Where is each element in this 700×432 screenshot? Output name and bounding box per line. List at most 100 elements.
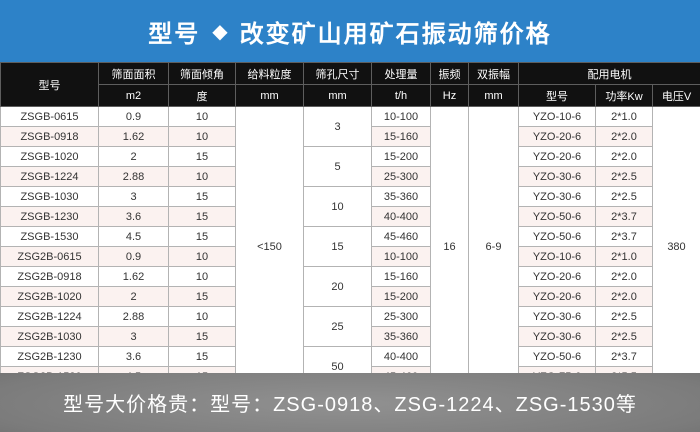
- cell-incline: 10: [168, 266, 236, 287]
- cell-motor-power: 2*2.0: [595, 286, 653, 307]
- cell-motor-model: YZO-50-6: [518, 206, 596, 227]
- cell-motor-power: 2*1.0: [595, 106, 653, 127]
- header-amplitude: 双振幅: [468, 62, 519, 85]
- cell-mesh-size: 15: [303, 226, 372, 267]
- header-area: 筛面面积: [98, 62, 169, 85]
- cell-model: ZSG2B-0615: [0, 246, 99, 267]
- cell-capacity: 15-160: [371, 126, 431, 147]
- unit-feed: mm: [235, 84, 304, 107]
- cell-incline: 15: [168, 146, 236, 167]
- cell-incline: 10: [168, 246, 236, 267]
- header-row-units: m2 度 mm mm t/h Hz mm 型号 功率Kw 电压V: [1, 84, 700, 107]
- cell-capacity: 10-100: [371, 246, 431, 267]
- cell-feed-size: <150: [235, 106, 304, 387]
- page-title: 改变矿山用矿石振动筛价格: [239, 20, 552, 48]
- cell-incline: 15: [168, 226, 236, 247]
- header-feed: 给料粒度: [235, 62, 304, 85]
- header-motor-group: 配用电机: [518, 62, 700, 85]
- title-bar: 型号 ◆ 改变矿山用矿石振动筛价格: [0, 0, 700, 62]
- cell-motor-power: 2*2.5: [595, 166, 653, 187]
- cell-model: ZSGB-0918: [0, 126, 99, 147]
- cell-area: 2: [98, 286, 169, 307]
- cell-motor-model: YZO-30-6: [518, 166, 596, 187]
- cell-model: ZSG2B-1020: [0, 286, 99, 307]
- table-row: ZSG2B-1020 2 15 15-200 YZO-20-6 2*2.0: [0, 286, 700, 307]
- cell-capacity: 40-400: [371, 206, 431, 227]
- cell-model: ZSGB-1030: [0, 186, 99, 207]
- table-row: ZSGB-0615 0.9 10 <150 3 10-100 16 6-9 YZ…: [0, 106, 700, 387]
- unit-incline: 度: [168, 84, 236, 107]
- cell-motor-power: 2*1.0: [595, 246, 653, 267]
- cell-area: 0.9: [98, 106, 169, 127]
- cell-capacity: 15-160: [371, 266, 431, 287]
- table-row: ZSGB-1530 4.5 15 15 45-460 YZO-50-6 2*3.…: [0, 226, 700, 267]
- cell-amplitude: 6-9: [468, 106, 519, 387]
- cell-motor-model: YZO-20-6: [518, 126, 596, 147]
- cell-model: ZSGB-1020: [0, 146, 99, 167]
- cell-incline: 10: [168, 126, 236, 147]
- cell-motor-power: 2*2.5: [595, 326, 653, 347]
- header-capacity: 处理量: [371, 62, 431, 85]
- header-row-groups: 型号 筛面面积 筛面倾角 给料粒度 筛孔尺寸 处理量 振频 双振幅 配用电机: [0, 62, 700, 107]
- cell-motor-model: YZO-20-6: [518, 266, 596, 287]
- cell-capacity: 25-300: [371, 306, 431, 327]
- cell-mesh-size: 3: [303, 106, 372, 147]
- cell-model: ZSG2B-1230: [0, 346, 99, 367]
- cell-motor-model: YZO-30-6: [518, 326, 596, 347]
- table-row: ZSG2B-1230 3.6 15 50 40-400 YZO-50-6 2*3…: [0, 346, 700, 387]
- spec-table-wrap: 型号 筛面面积 筛面倾角 给料粒度 筛孔尺寸 处理量 振频 双振幅 配用电机 m…: [0, 62, 700, 387]
- cell-incline: 10: [168, 106, 236, 127]
- cell-motor-model: YZO-50-6: [518, 346, 596, 367]
- table-row: ZSGB-0918 1.62 10 15-160 YZO-20-6 2*2.0: [0, 126, 700, 147]
- header-frequency: 振频: [430, 62, 469, 85]
- unit-area: m2: [98, 84, 169, 107]
- cell-incline: 10: [168, 306, 236, 327]
- cell-motor-power: 2*3.7: [595, 226, 653, 247]
- header-model: 型号: [0, 62, 99, 107]
- cell-area: 0.9: [98, 246, 169, 267]
- unit-frequency: Hz: [430, 84, 469, 107]
- cell-voltage: 380: [652, 106, 700, 387]
- cell-model: ZSGB-1224: [0, 166, 99, 187]
- cell-motor-model: YZO-30-6: [518, 186, 596, 207]
- footer-bar: 型号大价格贵：型号：ZSG-0918、ZSG-1224、ZSG-1530等: [0, 373, 700, 432]
- cell-capacity: 35-360: [371, 326, 431, 347]
- cell-model: ZSGB-0615: [0, 106, 99, 127]
- cell-area: 4.5: [98, 226, 169, 247]
- cell-motor-model: YZO-20-6: [518, 146, 596, 167]
- cell-area: 2.88: [98, 306, 169, 327]
- cell-capacity: 15-200: [371, 286, 431, 307]
- cell-area: 2.88: [98, 166, 169, 187]
- cell-motor-power: 2*2.5: [595, 306, 653, 327]
- table-row: ZSG2B-0615 0.9 10 10-100 YZO-10-6 2*1.0: [0, 246, 700, 267]
- table-row: ZSG2B-0918 1.62 10 20 15-160 YZO-20-6 2*…: [0, 266, 700, 307]
- diamond-icon: ◆: [212, 20, 228, 43]
- cell-motor-power: 2*2.5: [595, 186, 653, 207]
- cell-incline: 10: [168, 166, 236, 187]
- table-row: ZSGB-1030 3 15 10 35-360 YZO-30-6 2*2.5: [0, 186, 700, 227]
- cell-incline: 15: [168, 326, 236, 347]
- cell-motor-model: YZO-50-6: [518, 226, 596, 247]
- table-row: ZSGB-1230 3.6 15 40-400 YZO-50-6 2*3.7: [0, 206, 700, 227]
- cell-capacity: 40-400: [371, 346, 431, 367]
- cell-area: 3.6: [98, 346, 169, 367]
- cell-area: 1.62: [98, 266, 169, 287]
- cell-capacity: 10-100: [371, 106, 431, 127]
- table-row: ZSG2B-1224 2.88 10 25 25-300 YZO-30-6 2*…: [0, 306, 700, 347]
- cell-motor-power: 2*3.7: [595, 206, 653, 227]
- cell-model: ZSGB-1230: [0, 206, 99, 227]
- cell-motor-model: YZO-20-6: [518, 286, 596, 307]
- cell-area: 1.62: [98, 126, 169, 147]
- unit-amplitude: mm: [468, 84, 519, 107]
- cell-frequency: 16: [430, 106, 469, 387]
- cell-area: 3.6: [98, 206, 169, 227]
- header-motor-voltage: 电压V: [652, 84, 700, 107]
- header-mesh: 筛孔尺寸: [303, 62, 372, 85]
- cell-motor-model: YZO-10-6: [518, 106, 596, 127]
- cell-incline: 15: [168, 346, 236, 367]
- cell-capacity: 45-460: [371, 226, 431, 247]
- cell-capacity: 35-360: [371, 186, 431, 207]
- cell-motor-power: 2*3.7: [595, 346, 653, 367]
- cell-mesh-size: 10: [303, 186, 372, 227]
